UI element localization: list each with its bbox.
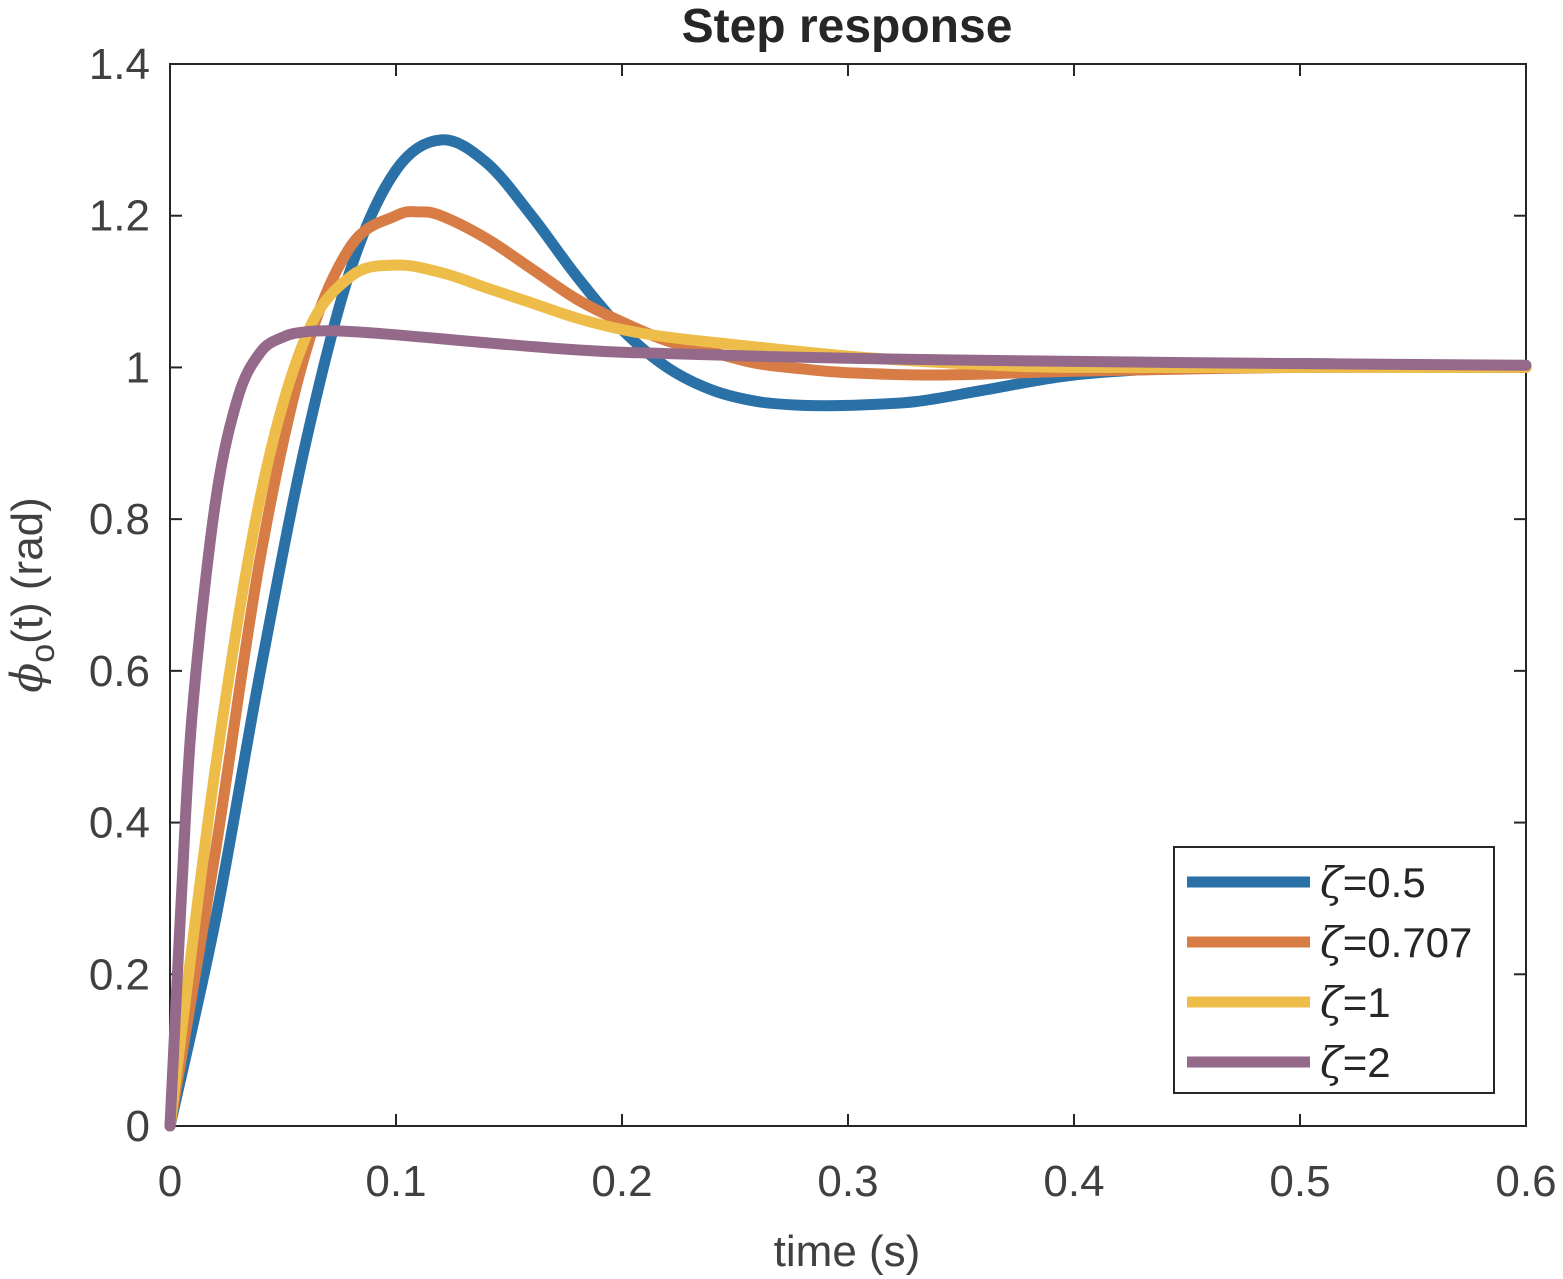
x-axis-title: time (s) — [774, 1227, 921, 1276]
x-tick-label: 0.3 — [817, 1157, 878, 1206]
y-axis-rest: (t) (rad) — [3, 497, 52, 644]
x-tick-label: 0.2 — [591, 1157, 652, 1206]
y-tick-label: 1.4 — [89, 40, 150, 89]
x-tick-label: 0.6 — [1495, 1157, 1556, 1206]
legend-label-1: ζ=0.5 — [1320, 858, 1426, 907]
y-tick-label: 1 — [126, 343, 150, 392]
series-line-4 — [164, 325, 1532, 1132]
legend: ζ=0.5 ζ=0.707 ζ=1 ζ=2 — [1173, 846, 1495, 1094]
y-tick-labels: 0 0.2 0.4 0.6 0.8 1 1.2 1.4 — [89, 40, 150, 1151]
x-tick-label: 0 — [158, 1157, 182, 1206]
y-axis-subscript: o — [24, 644, 62, 663]
y-tick-label: 0.6 — [89, 647, 150, 696]
legend-label-4: ζ=2 — [1320, 1038, 1391, 1087]
x-tick-label: 0.4 — [1043, 1157, 1104, 1206]
x-tick-label: 0.5 — [1269, 1157, 1330, 1206]
y-axis-title: ϕo(t) (rad) — [2, 497, 62, 693]
tick-marks — [169, 63, 1527, 1127]
series-line-2 — [164, 206, 1532, 1132]
chart-title: Step response — [682, 0, 1013, 53]
y-axis-symbol: ϕ — [2, 663, 53, 693]
y-tick-label: 0.4 — [89, 799, 150, 848]
legend-box — [1173, 846, 1495, 1094]
legend-label-2: ζ=0.707 — [1320, 918, 1472, 967]
y-tick-label: 1.2 — [89, 192, 150, 241]
series-layer — [164, 134, 1532, 1132]
series-line-3 — [164, 259, 1532, 1132]
x-tick-label: 0.1 — [365, 1157, 426, 1206]
y-tick-label: 0.8 — [89, 495, 150, 544]
legend-label-3: ζ=1 — [1320, 978, 1391, 1027]
y-tick-label: 0.2 — [89, 950, 150, 999]
x-tick-labels: 0 0.1 0.2 0.3 0.4 0.5 0.6 — [158, 1157, 1557, 1206]
y-tick-label: 0 — [126, 1102, 150, 1151]
